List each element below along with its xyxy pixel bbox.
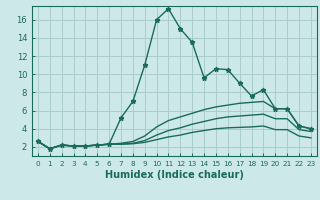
X-axis label: Humidex (Indice chaleur): Humidex (Indice chaleur) bbox=[105, 170, 244, 180]
